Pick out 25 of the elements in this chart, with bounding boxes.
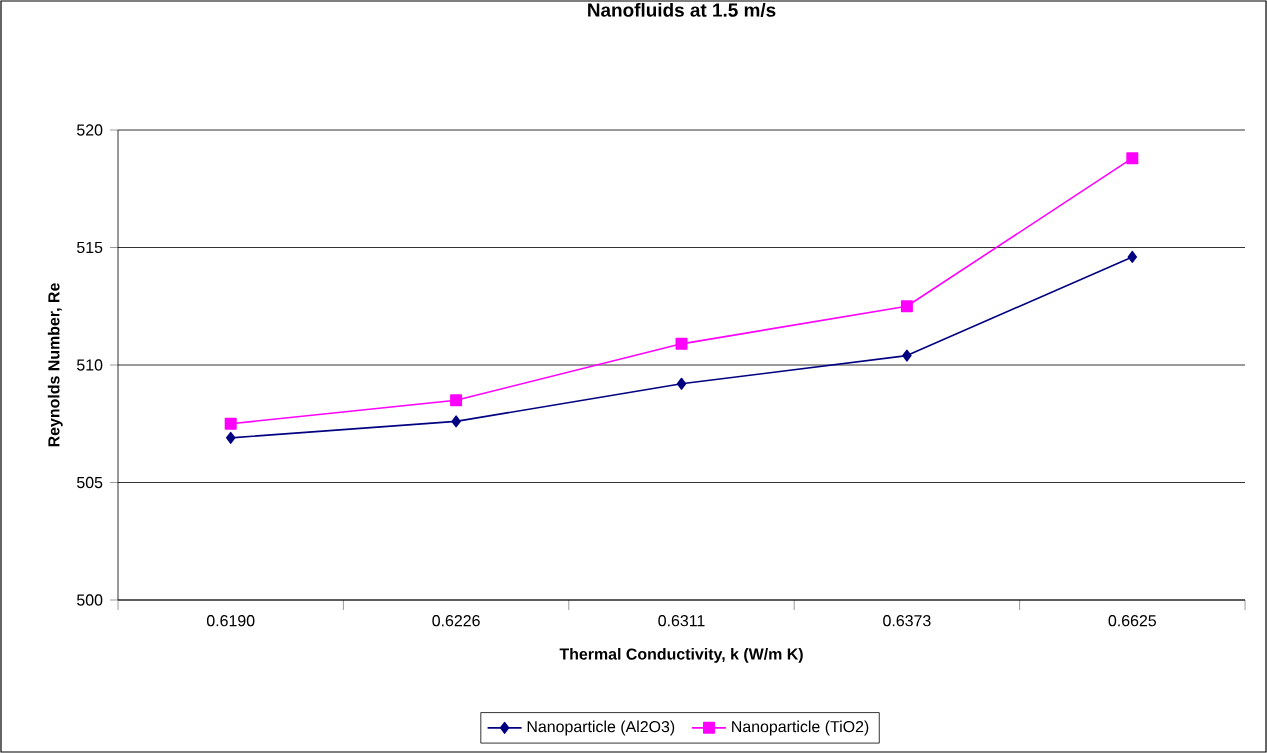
x-axis-title: Thermal Conductivity, k (W/m K) <box>559 648 803 663</box>
x-tick-label: 0.6373 <box>883 615 931 627</box>
point <box>226 431 236 444</box>
point <box>676 377 687 390</box>
point <box>451 415 461 428</box>
legend-label: Nanoparticle (TiO2) <box>732 720 869 736</box>
y-tick-label: 505 <box>76 476 103 489</box>
y-tick-label: 500 <box>76 594 103 606</box>
point <box>675 337 688 350</box>
point <box>224 417 237 430</box>
point <box>900 300 913 313</box>
y-tick-label: 515 <box>76 241 103 254</box>
x-tick-label: 0.6625 <box>1108 615 1157 627</box>
point <box>1126 152 1139 165</box>
y-tick-label: 510 <box>76 359 103 371</box>
x-tick-label: 0.6190 <box>206 615 255 627</box>
chart-title: Nanofluids at 1.5 m/s <box>588 2 776 17</box>
x-tick-label: 0.6311 <box>658 615 705 627</box>
x-tick-label: 0.6226 <box>432 615 480 627</box>
point <box>1127 250 1138 263</box>
y-tick-label: 520 <box>76 124 103 136</box>
legend-label: Nanoparticle (Al2O3) <box>527 720 675 736</box>
point <box>902 349 912 362</box>
y-axis-title: Reynolds Number, Re <box>47 283 63 447</box>
point <box>450 394 463 407</box>
